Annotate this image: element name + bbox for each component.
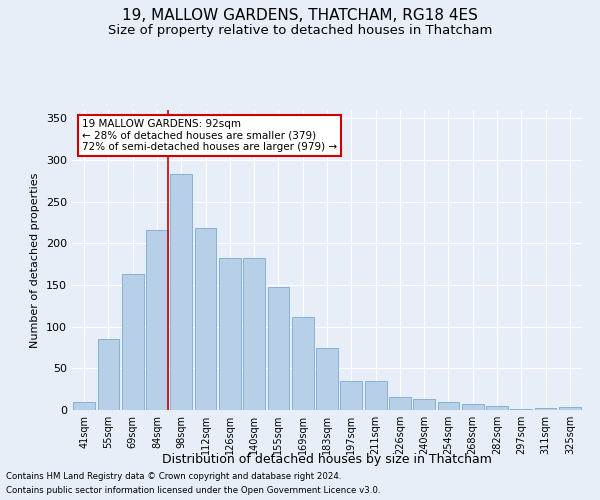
- Bar: [462, 404, 484, 410]
- Bar: [365, 381, 386, 410]
- Bar: [122, 274, 143, 410]
- Bar: [194, 228, 217, 410]
- Bar: [73, 402, 95, 410]
- Y-axis label: Number of detached properties: Number of detached properties: [31, 172, 40, 348]
- Bar: [316, 348, 338, 410]
- Bar: [170, 174, 192, 410]
- Bar: [413, 399, 435, 410]
- Bar: [511, 409, 532, 410]
- Bar: [146, 230, 168, 410]
- Bar: [219, 258, 241, 410]
- Bar: [559, 406, 581, 410]
- Bar: [389, 396, 411, 410]
- Bar: [340, 381, 362, 410]
- Text: 19, MALLOW GARDENS, THATCHAM, RG18 4ES: 19, MALLOW GARDENS, THATCHAM, RG18 4ES: [122, 8, 478, 22]
- Bar: [243, 258, 265, 410]
- Bar: [535, 408, 556, 410]
- Text: Distribution of detached houses by size in Thatcham: Distribution of detached houses by size …: [162, 452, 492, 466]
- Bar: [268, 286, 289, 410]
- Text: Contains public sector information licensed under the Open Government Licence v3: Contains public sector information licen…: [6, 486, 380, 495]
- Bar: [292, 316, 314, 410]
- Text: Size of property relative to detached houses in Thatcham: Size of property relative to detached ho…: [108, 24, 492, 37]
- Bar: [486, 406, 508, 410]
- Bar: [97, 339, 119, 410]
- Bar: [437, 402, 460, 410]
- Text: Contains HM Land Registry data © Crown copyright and database right 2024.: Contains HM Land Registry data © Crown c…: [6, 472, 341, 481]
- Text: 19 MALLOW GARDENS: 92sqm
← 28% of detached houses are smaller (379)
72% of semi-: 19 MALLOW GARDENS: 92sqm ← 28% of detach…: [82, 119, 337, 152]
